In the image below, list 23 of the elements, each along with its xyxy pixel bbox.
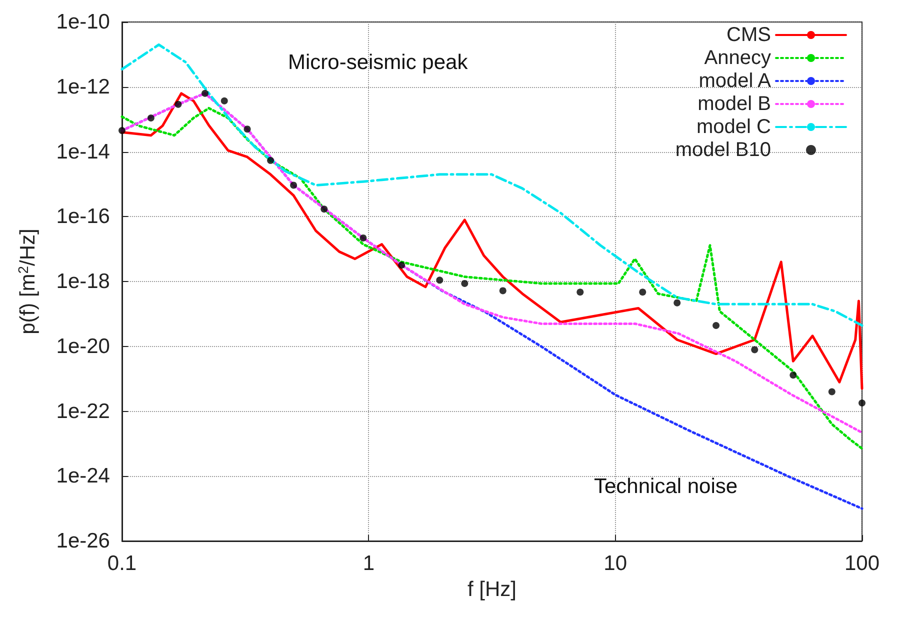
x-tick-label: 100 <box>844 552 880 575</box>
y-tick-label: 1e-12 <box>56 75 110 98</box>
y-tick-label: 1e-22 <box>56 400 110 423</box>
x-tick-label: 10 <box>604 552 628 575</box>
y-tick-label: 1e-18 <box>56 270 110 293</box>
y-tick-label: 1e-20 <box>56 334 110 358</box>
y-tick-label: 1e-26 <box>56 530 110 552</box>
y-tick-label: 1e-16 <box>56 205 110 228</box>
y-axis-title: p(f) [m2/Hz] <box>15 228 40 334</box>
y-tick-label: 1e-10 <box>56 10 110 34</box>
y-tick-label: 1e-14 <box>56 140 110 164</box>
legend-label: Annecy <box>704 47 771 69</box>
x-axis-title: f [Hz] <box>467 578 517 601</box>
x-tick-label: 0.1 <box>107 552 137 575</box>
annotation: Technical noise <box>594 475 738 498</box>
x-tick-label: 1 <box>362 552 375 575</box>
y-tick-label: 1e-24 <box>56 464 110 488</box>
legend-label: model B10 <box>675 139 771 161</box>
legend-label: model B <box>698 93 771 115</box>
legend-label: CMS <box>726 24 771 46</box>
annotation: Micro-seismic peak <box>288 51 468 74</box>
legend-label: model A <box>698 70 772 92</box>
legend-label: model C <box>696 116 771 138</box>
